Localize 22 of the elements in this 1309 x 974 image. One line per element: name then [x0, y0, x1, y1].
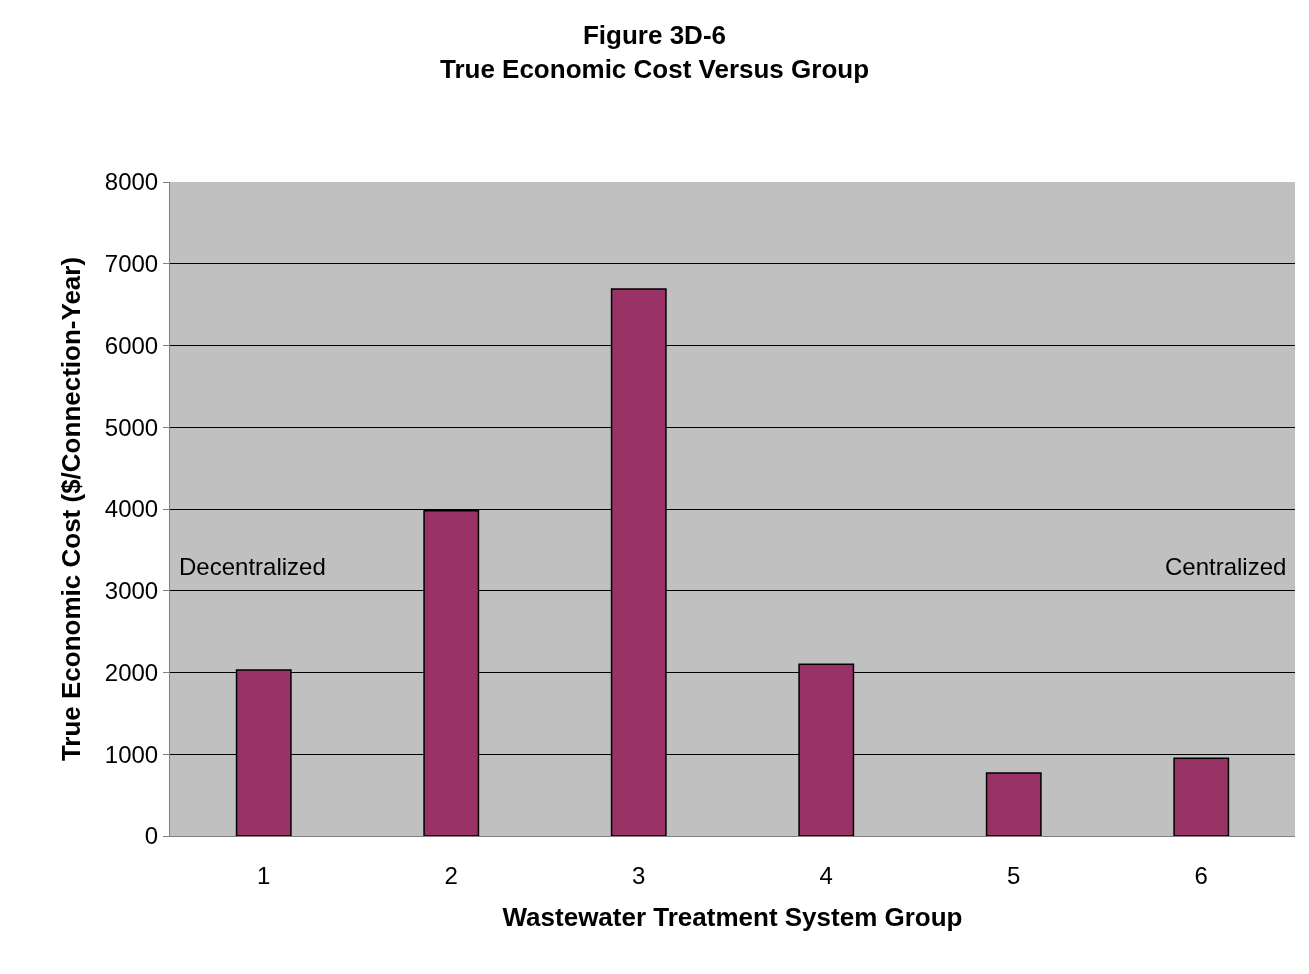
annotation: Centralized: [1165, 553, 1287, 580]
x-tick-label: 6: [1194, 861, 1208, 889]
y-tick-label: 5000: [104, 413, 159, 441]
y-axis-title: True Economic Cost ($/Connection-Year): [56, 256, 87, 762]
y-tick-label: 1000: [104, 740, 159, 768]
x-tick-label: 2: [444, 861, 458, 889]
chart-title: Figure 3D-6 True Economic Cost Versus Group: [439, 19, 870, 84]
y-tick-label: 4000: [104, 495, 159, 523]
y-tick-label: 0: [144, 822, 159, 850]
y-tick-label: 7000: [104, 250, 159, 278]
x-tick-label: 4: [819, 861, 833, 889]
annotation: Decentralized: [179, 553, 326, 580]
x-tick-label: 3: [632, 861, 646, 889]
bar: [1173, 757, 1230, 836]
y-tick-label: 3000: [104, 577, 159, 605]
y-tick-label: 8000: [104, 168, 159, 196]
x-axis-title: Wastewater Treatment System Group: [502, 902, 963, 933]
x-tick-label: 5: [1007, 861, 1021, 889]
x-tick-label: 1: [257, 861, 271, 889]
y-tick-label: 6000: [104, 331, 159, 359]
y-tick-label: 2000: [104, 658, 159, 686]
bar: [985, 772, 1042, 836]
